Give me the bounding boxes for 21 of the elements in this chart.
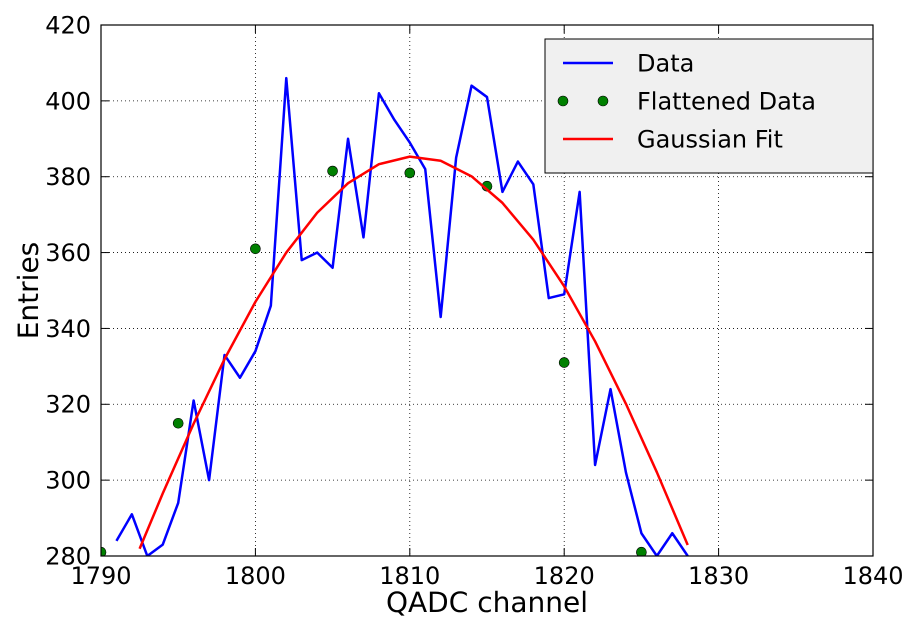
y-tick-label: 420 [45, 11, 91, 40]
y-tick-label: 380 [45, 163, 91, 192]
x-tick-label: 1840 [842, 562, 904, 590]
point [327, 166, 338, 176]
point [404, 168, 416, 178]
line-series [138, 155, 689, 550]
y-tick-label: 340 [45, 314, 91, 343]
point [250, 243, 261, 254]
y-tick-label: 300 [45, 466, 91, 495]
y-tick-label: 320 [45, 390, 91, 419]
point [558, 357, 570, 368]
y-tick-label: 400 [45, 87, 91, 116]
x-tick-label: 1800 [224, 562, 286, 590]
legend-label: Gaussian Fit [637, 125, 783, 154]
legend-label: Flattened Data [637, 87, 816, 116]
point [636, 546, 647, 556]
point [172, 418, 184, 429]
legend-label: Data [637, 49, 694, 78]
x-tick-label: 1830 [688, 562, 750, 590]
y-axis-title: Entries [12, 242, 45, 340]
y-tick-label: 360 [45, 238, 91, 267]
